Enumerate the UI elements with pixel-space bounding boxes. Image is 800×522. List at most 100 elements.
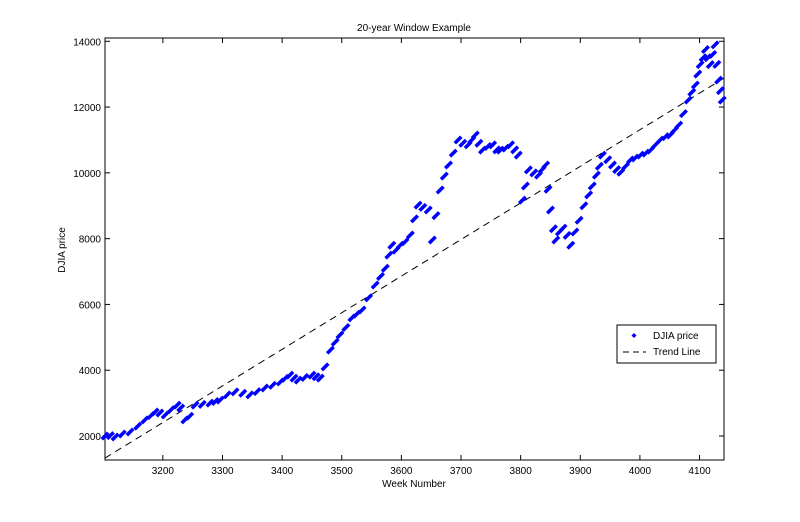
legend-label-trend: Trend Line	[653, 347, 701, 358]
data-point	[579, 205, 585, 211]
data-point	[717, 99, 723, 105]
data-point	[478, 138, 484, 144]
data-point	[100, 435, 106, 441]
data-point	[721, 95, 727, 101]
data-point	[352, 313, 358, 319]
data-point	[719, 86, 725, 92]
legend-marker-djia	[631, 333, 637, 338]
data-point	[510, 140, 516, 146]
data-point	[597, 154, 603, 160]
axes-box	[104, 37, 725, 461]
data-point	[517, 150, 523, 156]
data-point	[330, 341, 336, 347]
data-point	[410, 218, 415, 224]
x-tick-label: 3900	[569, 466, 592, 477]
data-point	[554, 231, 560, 237]
y-axis-label: DJIA price	[57, 227, 68, 273]
data-point	[701, 49, 707, 55]
data-point	[678, 113, 684, 119]
data-point	[395, 244, 401, 250]
data-point	[477, 149, 483, 155]
data-point	[695, 64, 701, 70]
data-point	[625, 159, 631, 165]
data-point	[409, 230, 415, 236]
data-point	[545, 209, 551, 215]
data-point	[176, 407, 182, 413]
data-point	[324, 362, 330, 368]
data-point	[226, 390, 232, 396]
data-point	[252, 391, 258, 397]
data-point	[534, 174, 540, 180]
chart-title: 20-year Window Example	[357, 23, 471, 34]
data-point	[380, 267, 386, 273]
data-point	[524, 181, 530, 187]
data-point	[387, 244, 393, 250]
data-point	[547, 184, 553, 190]
data-point	[687, 91, 693, 97]
data-point	[391, 249, 397, 255]
data-point	[194, 400, 200, 406]
data-point	[558, 227, 564, 233]
data-point	[189, 411, 195, 417]
data-point	[510, 149, 516, 155]
data-point	[670, 129, 676, 135]
data-point	[457, 135, 463, 141]
data-point	[166, 409, 172, 415]
data-point	[417, 200, 423, 206]
data-point	[716, 59, 722, 65]
data-point	[391, 240, 397, 246]
trend-line	[104, 77, 725, 459]
data-point	[242, 388, 248, 394]
data-point	[555, 235, 561, 241]
data-point	[137, 421, 143, 427]
data-point	[603, 159, 609, 165]
data-point	[384, 263, 390, 269]
data-point	[154, 407, 160, 413]
data-point	[712, 63, 718, 69]
data-point	[285, 374, 291, 380]
y-tick-label: 4000	[79, 366, 102, 377]
data-point	[215, 399, 221, 405]
data-point	[435, 211, 441, 217]
data-point	[595, 170, 601, 176]
data-point	[140, 419, 146, 425]
y-tick-label: 10000	[73, 169, 101, 180]
data-point	[543, 188, 549, 194]
data-point	[380, 271, 386, 277]
data-point	[710, 44, 716, 50]
data-point	[549, 205, 555, 211]
data-point	[566, 230, 572, 236]
data-point	[698, 57, 704, 63]
data-point	[452, 148, 458, 154]
data-point	[272, 380, 278, 386]
data-point	[674, 124, 680, 130]
data-point	[552, 224, 558, 230]
data-point	[697, 69, 703, 75]
data-point	[315, 377, 321, 383]
data-point	[400, 241, 406, 247]
data-point	[443, 171, 449, 177]
data-point	[230, 391, 236, 397]
data-point	[245, 394, 251, 400]
data-point	[347, 317, 353, 323]
data-point	[422, 202, 428, 208]
data-point	[110, 436, 116, 442]
x-tick-label: 3700	[450, 466, 473, 477]
data-point	[630, 157, 636, 163]
data-point	[146, 415, 152, 421]
data-point	[329, 345, 335, 351]
data-point	[180, 403, 186, 409]
data-point	[190, 404, 196, 410]
data-point	[293, 373, 299, 379]
data-point	[405, 234, 411, 240]
data-point	[712, 49, 718, 55]
data-point	[448, 152, 454, 158]
data-point	[636, 154, 642, 160]
data-point	[201, 399, 207, 405]
data-point	[607, 164, 613, 170]
data-point	[443, 164, 449, 170]
data-point	[463, 144, 469, 150]
data-point	[289, 377, 295, 383]
data-point	[566, 244, 572, 250]
